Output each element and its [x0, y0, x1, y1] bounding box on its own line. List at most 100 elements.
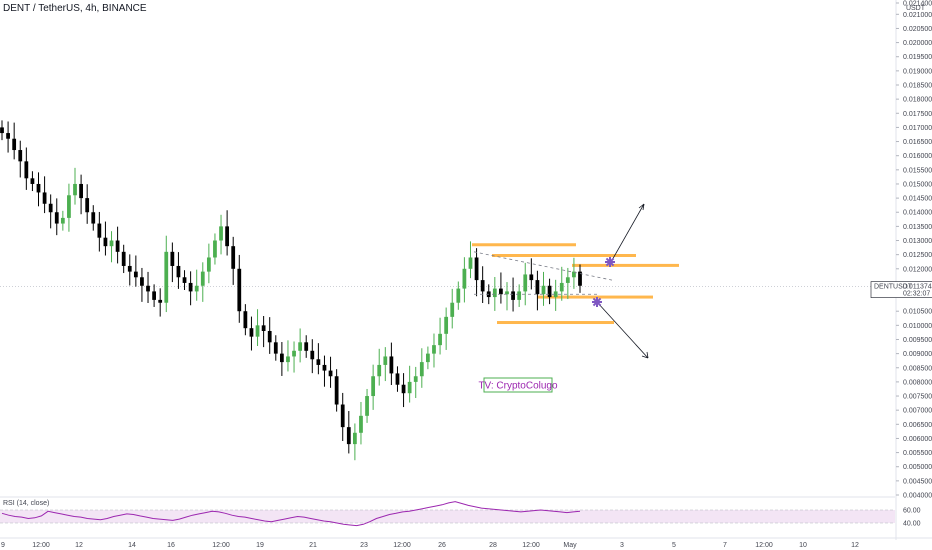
candle-body [340, 404, 345, 428]
time-label: 12:00 [32, 542, 50, 549]
last-price-value: 0.0113744 [903, 284, 932, 291]
drawing-overlays [473, 203, 649, 359]
rsi-band [0, 510, 895, 523]
breakout-arrowhead [638, 203, 645, 211]
time-label: 21 [309, 542, 317, 549]
zone-band [537, 295, 653, 299]
candle-body [511, 291, 515, 300]
last-price-badge [870, 281, 932, 298]
candle-body [170, 251, 175, 266]
time-label: 23 [360, 542, 368, 549]
candle-body [310, 350, 315, 360]
watermark-text: TV: CryptoColugo [478, 381, 558, 392]
candle-body [115, 240, 120, 252]
candle-body [395, 373, 400, 385]
zone-band [497, 321, 614, 325]
candle-body [6, 133, 10, 139]
time-label: 7 [723, 542, 727, 549]
candle-body [517, 291, 522, 300]
candle-body [572, 271, 576, 278]
candle-body [231, 246, 236, 269]
candle-body [140, 277, 144, 286]
candle-body [426, 353, 430, 363]
time-label: 3 [620, 542, 624, 549]
time-label: 12 [75, 542, 83, 549]
time-label: 12 [851, 542, 859, 549]
time-label: 5 [672, 542, 676, 549]
candle-body [237, 268, 242, 312]
candle-body [334, 376, 339, 405]
time-label: May [563, 542, 577, 549]
candle-body [322, 364, 327, 371]
rsi-label: RSI (14, close) [3, 500, 49, 507]
chart-title: DENT / TetherUS, 4h, BINANCE [3, 3, 147, 14]
time-label: 12:00 [212, 542, 230, 549]
candle-body [0, 127, 4, 134]
candle-body [553, 291, 558, 298]
candle-body [127, 265, 132, 272]
time-axis[interactable]: 9 12:00 12 14 16 12:00 19 21 23 12:00 26 28 12:00 May… [1, 542, 859, 549]
candle-body [298, 342, 303, 351]
time-label: 12:00 [755, 542, 773, 549]
candle-body [578, 271, 582, 286]
candle-body [419, 362, 424, 377]
candle-body [304, 342, 309, 351]
breakout-arrow-line [610, 203, 645, 263]
candle-body [164, 251, 169, 303]
breakdown-arrow-line [596, 301, 649, 359]
candle-body [456, 288, 461, 303]
time-label: 12:00 [522, 542, 540, 549]
candle-body [152, 291, 156, 300]
time-label: 19 [256, 542, 264, 549]
rsi-tick-60: 60.00 [903, 508, 921, 515]
currency-label: USDT [906, 5, 926, 12]
candle-body [273, 342, 278, 354]
candles[interactable] [0, 120, 582, 461]
candle-body [407, 381, 412, 394]
candle-body [401, 384, 406, 394]
candle-body [225, 226, 230, 247]
zone-band [492, 254, 636, 258]
time-label: 10 [799, 542, 807, 549]
candle-body [359, 415, 363, 433]
candle-body [328, 370, 333, 377]
candle-body [468, 257, 473, 269]
candle-body [48, 203, 53, 213]
candle-body [474, 257, 479, 281]
star-marker [592, 297, 602, 307]
rsi-tick-40: 40.00 [903, 521, 921, 528]
rsi-pane: RSI (14, close) 60.00 40.00 [0, 496, 921, 528]
breakdown-arrowhead [641, 351, 649, 359]
candle-body [219, 226, 223, 241]
candle-body [24, 161, 29, 179]
candle-body [176, 265, 181, 278]
candle-body [432, 345, 436, 354]
last-price-symbol: DENTUSDT [874, 284, 913, 291]
candle-body [389, 356, 394, 374]
support-resistance-zones [0, 243, 895, 325]
candle-body [371, 376, 376, 397]
candle-body [529, 274, 534, 281]
candle-body [60, 217, 65, 224]
